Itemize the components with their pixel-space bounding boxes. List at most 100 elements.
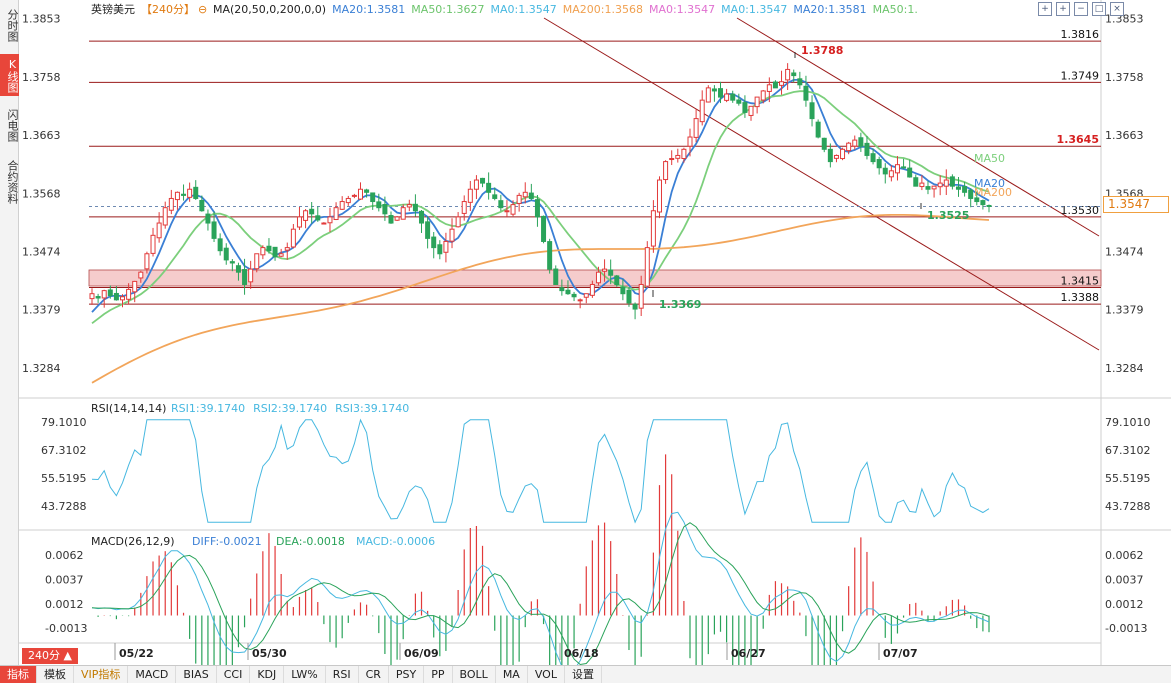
candle-body [455, 216, 461, 228]
left-tab-2[interactable]: 闪电图 [6, 108, 19, 142]
zoom-in-icon[interactable]: + [1056, 2, 1070, 16]
candle-body [89, 293, 95, 300]
candle-body [937, 182, 943, 188]
candle-body [766, 84, 772, 92]
indicator-tab--15[interactable]: 设置 [565, 665, 602, 683]
candle-body [437, 244, 443, 255]
price-tick-left: 1.3758 [22, 71, 61, 84]
indicator-tab-psy-10[interactable]: PSY [389, 665, 425, 683]
candle-body [632, 303, 638, 310]
candle-body [901, 166, 907, 169]
zoom-out-icon[interactable]: − [1074, 2, 1088, 16]
indicator-tab-vip-2[interactable]: VIP指标 [74, 665, 129, 683]
macd-tick-right: 0.0037 [1105, 573, 1144, 586]
candle-body [907, 167, 913, 178]
indicator-tab-cr-9[interactable]: CR [359, 665, 389, 683]
low-label: 1.3369 [659, 298, 701, 311]
candle-body [370, 192, 376, 203]
candle-body [480, 177, 486, 184]
price-tick-right: 1.3474 [1105, 245, 1144, 258]
candle-body [303, 210, 309, 221]
macd-tick-left: 0.0037 [45, 573, 84, 586]
candle-body [656, 179, 662, 213]
price-tick-right: 1.3758 [1105, 71, 1144, 84]
chart-background [19, 0, 1171, 665]
indicator-tab--1[interactable]: 模板 [37, 665, 74, 683]
ma-value-0: MA20:1.3581 [332, 3, 405, 16]
candle-body [986, 204, 992, 207]
candle-body [504, 210, 510, 213]
fullscreen-icon[interactable]: □ [1092, 2, 1106, 16]
candle-body [467, 188, 473, 203]
indicator-tab-vol-14[interactable]: VOL [528, 665, 565, 683]
candle-body [382, 204, 388, 215]
date-axis: 05/22 05/30 06/09 06/18 06/27 07/07 [114, 643, 918, 660]
price-tick-right: 1.3284 [1105, 362, 1144, 375]
candle-body [327, 216, 333, 224]
candle-body [120, 296, 126, 301]
candle-body [473, 179, 479, 190]
candlestick-series [89, 63, 992, 320]
candle-body [779, 81, 785, 86]
rsi-tick-left: 67.3102 [41, 444, 87, 457]
candle-body [974, 197, 980, 203]
candle-body [547, 241, 553, 270]
period-selector[interactable]: 240分 ▲ [22, 648, 78, 664]
refresh-icon[interactable]: ⊖ [198, 3, 207, 16]
date-label: 07/07 [883, 647, 918, 660]
left-tab-0[interactable]: 分时图 [6, 8, 19, 42]
indicator-tab-bar: 指标 模板 VIP指标 MACD BIAS CCI KDJ LW% RSI CR PSY PP BOLL… [0, 665, 1171, 683]
candle-body [699, 99, 705, 123]
indicator-tab--0[interactable]: 指标 [0, 665, 37, 683]
candle-body [852, 139, 858, 147]
crosshair-icon[interactable]: + [1038, 2, 1052, 16]
candle-body [309, 208, 315, 215]
price-tick-left: 1.3379 [22, 304, 61, 317]
price-tick-right: 1.3379 [1105, 304, 1144, 317]
candle-body [284, 247, 290, 251]
close-icon[interactable]: × [1110, 2, 1124, 16]
candle-body [266, 245, 272, 252]
candle-body [638, 283, 644, 309]
indicator-tab-macd-3[interactable]: MACD [128, 665, 177, 683]
indicator-tab-pp-11[interactable]: PP [424, 665, 453, 683]
macd-panel: 0.0062 0.0062 0.0037 0.0037 0.0012 0.0012 -0.0… [45, 454, 1147, 665]
indicator-tab-lw-7[interactable]: LW% [284, 665, 326, 683]
indicator-tab-bias-4[interactable]: BIAS [176, 665, 217, 683]
recent-low-label: 1.3525 [927, 209, 969, 222]
indicator-tab-boll-12[interactable]: BOLL [453, 665, 496, 683]
macd-dea: DEA:-0.0018 [276, 535, 345, 548]
indicator-tab-ma-13[interactable]: MA [496, 665, 528, 683]
candle-body [626, 289, 632, 304]
indicator-tab-rsi-8[interactable]: RSI [326, 665, 359, 683]
left-tab-1[interactable]: K线图 [0, 54, 19, 96]
date-label: 05/30 [252, 647, 287, 660]
price-tick-left: 1.3568 [22, 188, 61, 201]
rsi-value-1: RSI2:39.1740 [253, 402, 327, 415]
level-label: 1.3530 [1061, 204, 1100, 217]
left-tab-3[interactable]: 合约资料 [6, 160, 19, 204]
candle-body [406, 204, 412, 208]
candle-body [101, 290, 107, 299]
indicator-tab-kdj-6[interactable]: KDJ [250, 665, 285, 683]
candle-body [345, 197, 351, 204]
date-label: 06/09 [404, 647, 439, 660]
candle-body [260, 247, 266, 256]
candle-body [663, 161, 669, 181]
macd-tick-left: 0.0012 [45, 598, 84, 611]
candle-body [943, 179, 949, 187]
candle-body [168, 197, 174, 211]
candle-body [388, 215, 394, 224]
candle-body [376, 201, 382, 209]
current-price-tag: 1.3547 [1103, 196, 1169, 213]
ma-value-4: MA0:1.3547 [649, 3, 715, 16]
candle-body [400, 207, 406, 220]
chart-canvas[interactable]: 1.3816 1.3749 1.3645 1.3530 1.3415 1.3388 1.3… [19, 0, 1171, 665]
candle-body [724, 93, 730, 101]
indicator-tab-cci-5[interactable]: CCI [217, 665, 251, 683]
candle-body [644, 247, 650, 287]
high-label: 1.3788 [801, 44, 843, 57]
candle-body [205, 213, 211, 224]
candle-body [242, 269, 248, 285]
candle-body [620, 286, 626, 295]
